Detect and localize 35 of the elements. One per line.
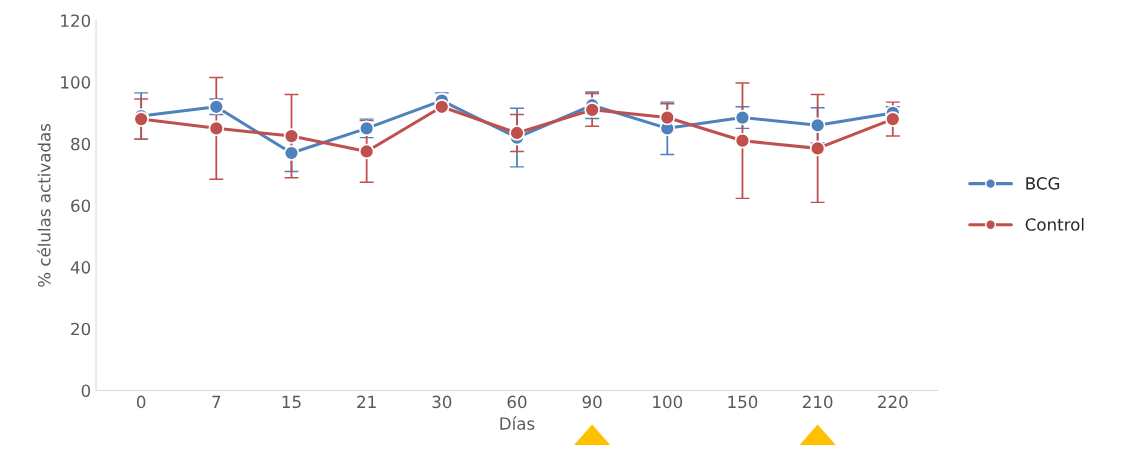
point — [809, 140, 826, 157]
x-tick-label: 15 — [282, 395, 301, 409]
point — [734, 132, 751, 149]
y-axis-title: % células activadas — [37, 123, 51, 287]
point — [509, 125, 525, 141]
x-tick-label: 7 — [212, 395, 221, 408]
point — [283, 145, 300, 161]
point — [885, 111, 901, 127]
y-tick-label: 60 — [71, 199, 91, 212]
x-tick-label: 100 — [653, 395, 683, 409]
x-tick-label: 150 — [728, 395, 758, 409]
point — [659, 109, 676, 126]
point — [208, 120, 225, 137]
point — [809, 117, 826, 134]
point — [434, 98, 450, 115]
x-tick-label: 60 — [507, 395, 527, 409]
y-tick-label: 20 — [71, 322, 91, 336]
x-tick-label: 0 — [136, 395, 146, 409]
x-tick-label: 90 — [582, 395, 602, 409]
x-axis-title: Días — [500, 416, 535, 430]
y-tick-label: 0 — [81, 384, 91, 398]
x-tick-label: 210 — [802, 395, 833, 409]
y-tick-label: 100 — [61, 76, 91, 89]
x-tick-label: 30 — [432, 395, 452, 409]
y-tick-label: 120 — [61, 14, 91, 27]
x-tick-label: 220 — [878, 395, 908, 409]
y-tick-label: 40 — [70, 261, 91, 274]
y-tick-label: 80 — [71, 137, 91, 151]
legend-label: BCG — [1026, 177, 1060, 190]
point — [734, 109, 751, 126]
point — [283, 128, 300, 144]
legend-label: Control — [1025, 217, 1084, 231]
point — [358, 143, 375, 160]
x-tick-label: 21 — [357, 395, 376, 408]
point — [584, 102, 600, 118]
